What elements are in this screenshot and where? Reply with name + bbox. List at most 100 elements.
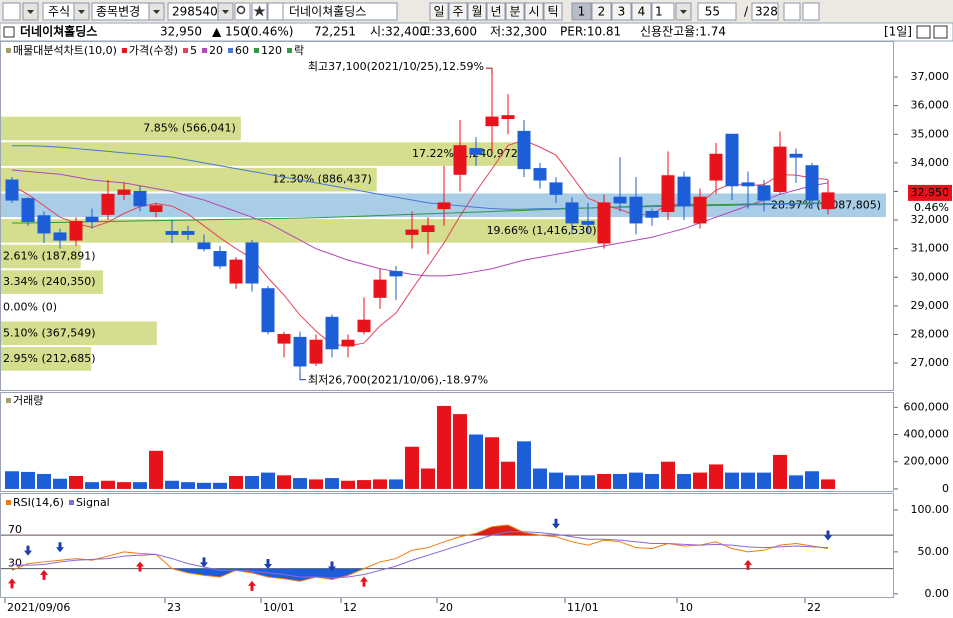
period-button[interactable] — [486, 2, 506, 21]
candle-body — [709, 153, 723, 181]
period-label[interactable]: 주 — [452, 5, 463, 19]
market[interactable]: 주식 — [48, 5, 70, 19]
volume-bar — [597, 473, 611, 489]
volume-bar — [501, 461, 515, 489]
volume-bar — [357, 480, 371, 489]
buy-signal — [40, 569, 48, 580]
period-label[interactable]: 일 — [433, 5, 444, 19]
period-label[interactable]: 분 — [509, 5, 520, 19]
panel-button[interactable] — [916, 25, 931, 39]
volume-bar — [5, 471, 19, 489]
volume-bar — [565, 475, 579, 489]
candle-body — [181, 231, 195, 235]
save-button[interactable] — [802, 2, 820, 21]
reference-label: 70 — [8, 523, 22, 536]
info-volume: 72,251 — [314, 25, 356, 39]
candle-body — [597, 202, 611, 244]
tab-label[interactable]: 2 — [598, 5, 606, 19]
tab-label[interactable]: 1 — [578, 5, 586, 19]
candle-body — [613, 196, 627, 204]
count-box[interactable] — [697, 2, 737, 21]
tab-button[interactable] — [591, 2, 612, 21]
volume-bar — [741, 472, 755, 489]
period-button[interactable] — [467, 2, 487, 21]
candle-body — [805, 165, 819, 201]
buy-signal — [248, 580, 256, 591]
period-label[interactable]: 틱 — [547, 5, 558, 19]
change-stock[interactable]: 종목변경 — [96, 5, 140, 19]
volume-profile-label: 19.66% (1,416,530) — [487, 224, 597, 237]
period-button[interactable] — [448, 2, 468, 21]
period-label[interactable]: 시 — [528, 5, 539, 19]
candle-body — [645, 210, 659, 218]
y-tick-label: 27,000 — [911, 356, 950, 369]
interval-box[interactable] — [651, 2, 675, 21]
tab-label[interactable]: 3 — [618, 5, 626, 19]
volume-bar — [213, 482, 227, 489]
volume-bar — [629, 472, 643, 489]
dropdown-arrow — [222, 10, 229, 14]
volume-profile-label: 0.00% (0) — [3, 301, 57, 314]
y-tick-label: 50.00 — [918, 545, 950, 558]
volume-bar — [85, 482, 99, 489]
period-button[interactable] — [505, 2, 525, 21]
volume-bar — [773, 454, 787, 489]
close-button[interactable] — [933, 25, 948, 39]
tab-button[interactable] — [631, 2, 652, 21]
x-tick-label: 2021/09/06 — [7, 601, 70, 614]
period-label[interactable]: 월 — [471, 5, 482, 19]
count[interactable]: 55 — [705, 5, 720, 19]
link-button[interactable] — [267, 2, 284, 21]
stock-code[interactable]: 298540 — [172, 5, 218, 19]
moving-average-line — [12, 202, 829, 224]
buy-signal — [744, 559, 752, 570]
last-price-box — [908, 184, 952, 201]
candle-body — [261, 288, 275, 333]
candle-body — [37, 215, 51, 234]
candle-body — [373, 279, 387, 298]
volume-bar — [453, 414, 467, 489]
candle-body — [501, 115, 515, 120]
sell-signal — [264, 559, 272, 570]
last-price-label: 32,950 — [911, 186, 950, 199]
volume-bar — [229, 476, 243, 489]
volume-profile-label: 2.61% (187,891) — [3, 249, 96, 262]
volume-profile-label: 2.95% (212,685) — [3, 352, 96, 365]
volume-bar — [581, 475, 595, 489]
checkbox[interactable] — [3, 26, 15, 38]
volume-bar — [133, 482, 147, 489]
candle-body — [405, 229, 419, 235]
name-box[interactable] — [282, 2, 398, 21]
settings-button[interactable] — [783, 2, 801, 21]
period-label[interactable]: 년 — [490, 5, 501, 19]
annotation: 최고37,100(2021/10/25),12.59% — [308, 60, 484, 73]
menu-icon[interactable] — [2, 2, 21, 21]
volume-bar — [309, 479, 323, 489]
tab-button[interactable] — [571, 2, 592, 21]
volume-profile-bar — [1, 347, 92, 371]
y-tick-label: 34,000 — [911, 156, 950, 169]
annotation: 최저26,700(2021/10/06),-18.97% — [308, 374, 488, 387]
legend-swatch — [228, 48, 233, 53]
volume-profile-bar — [1, 321, 157, 346]
period-button[interactable] — [429, 2, 449, 21]
period-button[interactable] — [543, 2, 563, 21]
volume-profile-label: 12.30% (886,437) — [272, 173, 372, 186]
stock-name[interactable]: 더네이쳐홀딩스 — [289, 5, 366, 19]
tab-button[interactable] — [611, 2, 632, 21]
total[interactable]: 328 — [755, 5, 778, 19]
volume-bar — [421, 468, 435, 489]
price-panel — [0, 41, 894, 391]
sell-signal — [56, 542, 64, 553]
volume-bar — [661, 461, 675, 489]
candle-body — [165, 231, 179, 235]
total-box[interactable] — [751, 2, 779, 21]
volume-bar — [53, 478, 67, 489]
tab-label[interactable]: 4 — [638, 5, 646, 19]
volume-panel — [0, 392, 894, 492]
interval[interactable]: 1 — [655, 5, 663, 19]
candle-body — [389, 271, 403, 277]
candle-body — [629, 196, 643, 224]
volume-bar — [21, 471, 35, 489]
period-button[interactable] — [524, 2, 544, 21]
